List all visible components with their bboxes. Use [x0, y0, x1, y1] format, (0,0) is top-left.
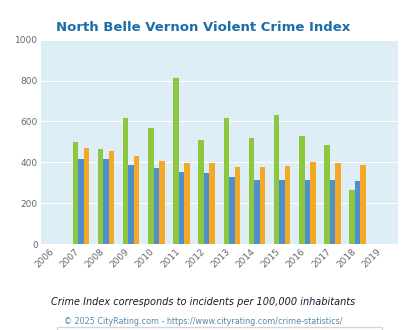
- Bar: [173, 79, 178, 244]
- Bar: [103, 159, 109, 244]
- Bar: [223, 118, 228, 244]
- Bar: [83, 148, 89, 244]
- Bar: [228, 177, 234, 244]
- Bar: [178, 172, 184, 244]
- Text: © 2025 CityRating.com - https://www.cityrating.com/crime-statistics/: © 2025 CityRating.com - https://www.city…: [64, 317, 341, 326]
- Bar: [184, 163, 189, 244]
- Bar: [109, 151, 114, 244]
- Bar: [72, 142, 78, 244]
- Bar: [153, 169, 159, 244]
- Bar: [134, 156, 139, 244]
- Bar: [354, 181, 360, 244]
- Bar: [304, 180, 309, 244]
- Bar: [248, 138, 254, 244]
- Bar: [360, 165, 365, 244]
- Bar: [98, 149, 103, 244]
- Text: North Belle Vernon Violent Crime Index: North Belle Vernon Violent Crime Index: [56, 21, 349, 34]
- Bar: [309, 162, 315, 244]
- Bar: [348, 190, 354, 244]
- Bar: [128, 165, 134, 244]
- Bar: [254, 180, 259, 244]
- Bar: [298, 136, 304, 244]
- Text: Crime Index corresponds to incidents per 100,000 inhabitants: Crime Index corresponds to incidents per…: [51, 297, 354, 307]
- Bar: [279, 180, 284, 244]
- Bar: [198, 140, 203, 244]
- Bar: [123, 118, 128, 244]
- Bar: [209, 163, 214, 244]
- Bar: [284, 166, 290, 244]
- Bar: [78, 159, 83, 244]
- Bar: [335, 163, 340, 244]
- Bar: [323, 145, 329, 244]
- Bar: [273, 115, 279, 244]
- Legend: North Belle Vernon, Pennsylvania, National: North Belle Vernon, Pennsylvania, Nation…: [57, 327, 381, 330]
- Bar: [203, 173, 209, 244]
- Bar: [148, 128, 153, 244]
- Bar: [159, 161, 164, 244]
- Bar: [259, 168, 264, 244]
- Bar: [329, 180, 335, 244]
- Bar: [234, 168, 239, 244]
